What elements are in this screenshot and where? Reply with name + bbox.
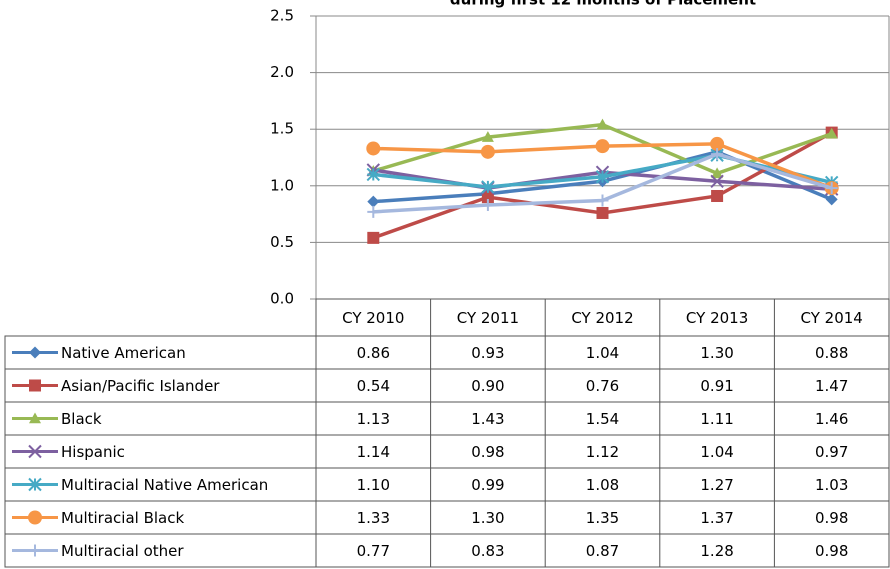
x-tick-label: CY 2012 — [571, 309, 633, 327]
marker — [595, 139, 610, 154]
legend-marker — [28, 477, 42, 492]
y-tick-label: 2.0 — [270, 63, 294, 81]
table-value: 1.04 — [586, 344, 619, 362]
table-value: 1.46 — [815, 410, 848, 428]
legend-label: Multiracial Black — [61, 509, 184, 527]
legend-marker — [28, 444, 42, 459]
table-value: 1.11 — [700, 410, 733, 428]
marker — [367, 231, 380, 244]
table-value: 1.33 — [357, 509, 390, 527]
marker — [825, 127, 838, 139]
table-value: 0.87 — [586, 542, 619, 560]
legend-marker — [28, 510, 42, 525]
table-value: 0.90 — [471, 377, 504, 395]
marker — [596, 206, 609, 219]
table-value: 1.37 — [700, 509, 733, 527]
marker — [825, 182, 838, 195]
y-tick-label: 0.0 — [270, 290, 294, 308]
legend-label: Native American — [61, 344, 186, 362]
marker — [366, 167, 381, 182]
marker — [480, 144, 495, 159]
x-tick-label: CY 2011 — [457, 309, 519, 327]
x-tick-label: CY 2010 — [342, 309, 404, 327]
table-value: 0.76 — [586, 377, 619, 395]
table-value: 1.54 — [586, 410, 619, 428]
legend-label: Hispanic — [61, 443, 125, 461]
marker — [711, 167, 724, 179]
legend-label: Multiracial Native American — [61, 476, 268, 494]
table-value: 0.54 — [357, 377, 390, 395]
marker — [481, 180, 495, 194]
table-value: 0.86 — [357, 344, 390, 362]
marker — [481, 191, 494, 204]
table-value: 1.30 — [471, 509, 504, 527]
x-tick-label: CY 2013 — [686, 309, 748, 327]
table-value: 1.27 — [700, 476, 733, 494]
table-value: 1.35 — [586, 509, 619, 527]
table-value: 0.98 — [815, 509, 848, 527]
marker — [367, 205, 380, 218]
table-value: 1.47 — [815, 377, 848, 395]
marker — [710, 174, 724, 188]
legend-label: Black — [61, 410, 102, 428]
table-value: 1.12 — [586, 443, 619, 461]
table-value: 1.14 — [357, 443, 390, 461]
legend-marker — [29, 346, 41, 359]
table-value: 0.98 — [815, 542, 848, 560]
marker — [481, 131, 494, 142]
marker — [481, 199, 494, 212]
y-tick-label: 1.5 — [270, 120, 294, 138]
table-value: 0.98 — [471, 443, 504, 461]
marker — [366, 141, 381, 156]
marker — [710, 136, 725, 151]
marker — [711, 189, 724, 202]
marker — [711, 148, 724, 161]
y-tick-label: 1.0 — [270, 176, 294, 194]
legend-marker — [29, 379, 41, 392]
table-value: 0.91 — [700, 377, 733, 395]
marker — [596, 194, 609, 207]
table-value: 0.83 — [471, 542, 504, 560]
table-value: 0.93 — [471, 344, 504, 362]
table-value: 1.08 — [586, 476, 619, 494]
table-value: 0.99 — [471, 476, 504, 494]
marker — [825, 193, 838, 206]
table-value: 1.30 — [700, 344, 733, 362]
table-value: 1.13 — [357, 410, 390, 428]
legend-label: Multiracial other — [61, 542, 184, 560]
chart-title: during first 12 months of Placement — [450, 0, 756, 9]
table-value: 1.04 — [700, 443, 733, 461]
table-value: 1.10 — [357, 476, 390, 494]
y-tick-label: 2.5 — [270, 7, 294, 25]
table-value: 0.88 — [815, 344, 848, 362]
x-tick-label: CY 2014 — [801, 309, 863, 327]
table-value: 1.43 — [471, 410, 504, 428]
y-tick-label: 0.5 — [270, 233, 294, 251]
marker — [595, 170, 610, 184]
table-value: 0.97 — [815, 443, 848, 461]
table-value: 1.03 — [815, 476, 848, 494]
legend-marker — [29, 412, 41, 424]
legend-marker — [29, 544, 41, 557]
marker — [367, 195, 380, 208]
table-value: 0.77 — [357, 542, 390, 560]
marker — [596, 118, 609, 130]
legend-label: Asian/Pacific Islander — [61, 377, 220, 395]
table-value: 1.28 — [700, 542, 733, 560]
